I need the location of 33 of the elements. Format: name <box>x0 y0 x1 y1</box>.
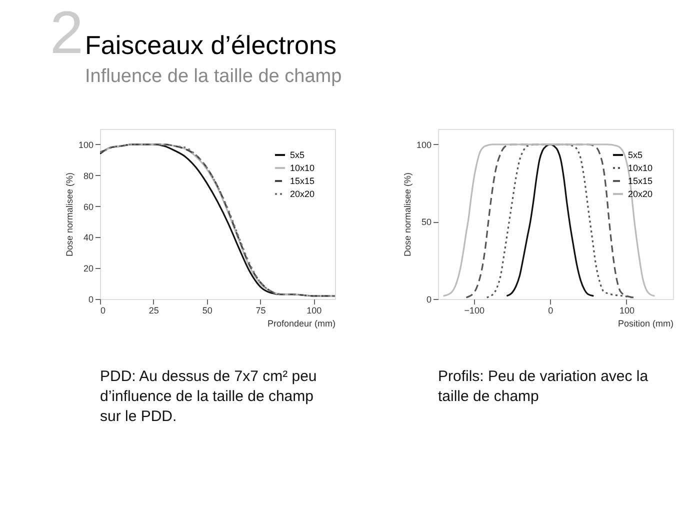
y-tick-label: 0 <box>426 294 432 304</box>
y-tick-label: 80 <box>83 170 94 181</box>
x-tick-label: −100 <box>464 306 484 316</box>
y-axis-title: Dose normalisee (%) <box>64 172 74 257</box>
y-tick-label: 20 <box>83 264 94 274</box>
legend-label: 10x10 <box>628 163 653 173</box>
x-tick-label: 0 <box>548 306 554 316</box>
y-axis-title: Dose normalisee (%) <box>402 172 412 257</box>
legend-label: 20x20 <box>290 189 315 199</box>
legend-label: 10x10 <box>290 163 315 173</box>
legend-label: 5x5 <box>628 150 643 160</box>
x-tick-label: 100 <box>306 306 322 316</box>
legend-label: 15x15 <box>290 176 315 186</box>
text: PDD: Au dessus de 7x7 cm² peu d’influence de la taille de champ sur le PDD. <box>100 368 317 425</box>
x-tick-label: 25 <box>148 306 159 316</box>
y-tick-label: 100 <box>78 140 94 150</box>
x-tick-label: 50 <box>202 306 212 316</box>
text: Profils: Peu de variation avec la taille de champ <box>438 368 649 405</box>
legend-label: 5x5 <box>290 150 305 160</box>
x-axis-title: Position (mm) <box>618 318 674 328</box>
legend-label: 15x15 <box>628 176 653 186</box>
y-tick-label: 50 <box>421 217 432 228</box>
x-tick-label: 0 <box>100 306 106 316</box>
x-axis-title: Profondeur (mm) <box>267 318 336 328</box>
x-tick-label: 75 <box>256 306 266 316</box>
chart-title: Faisceaux d’électrons <box>85 30 336 60</box>
y-tick-label: 40 <box>83 232 94 243</box>
y-tick-label: 100 <box>416 140 432 150</box>
legend-label: 20x20 <box>628 189 653 199</box>
y-tick-label: 60 <box>83 202 94 212</box>
y-tick-label: 0 <box>88 294 94 304</box>
chart-subtitle: Influence de la taille de champ <box>85 66 342 87</box>
x-tick-label: 100 <box>619 306 634 316</box>
